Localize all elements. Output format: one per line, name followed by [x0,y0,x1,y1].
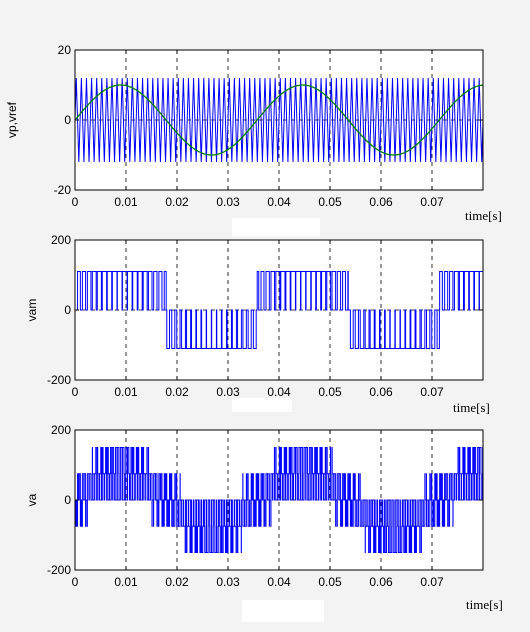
x-tick-label: 0.03 [216,575,240,589]
x-tick-label: 0.06 [369,385,393,399]
y-tick-label: 0 [64,493,71,507]
x-tick-label: 0.05 [318,385,342,399]
x-tick-label: 0 [72,385,79,399]
y-axis-label: vam [25,299,39,322]
x-axis-label: time[s] [465,208,502,223]
y-axis-label: va [25,493,39,506]
series-line-triangle_carrier [75,77,483,163]
x-tick-label: 0.07 [420,195,444,209]
subplot-3: 0 0.01 0.02 0.03 0.04 0.05 0.06 0.07-2000200vat… [25,423,503,612]
x-tick-label: 0 [72,195,79,209]
plot-area [75,271,483,349]
series-line-pwm_phase_voltage [75,271,483,349]
x-tick-label: 0.04 [267,575,291,589]
x-tick-label: 0.05 [318,195,342,209]
x-tick-label: 0.03 [216,385,240,399]
x-tick-label: 0.05 [318,575,342,589]
x-axis-label: time[s] [453,400,490,415]
x-tick-label: 0.01 [114,575,138,589]
x-tick-label: 0.01 [114,195,138,209]
x-tick-label: 0 [72,575,79,589]
y-tick-label: -200 [47,373,71,387]
x-tick-label: 0.06 [369,195,393,209]
y-tick-label: 200 [51,233,71,247]
x-tick-label: 0.02 [165,575,189,589]
y-tick-label: 20 [58,43,72,57]
y-tick-label: 0 [64,303,71,317]
x-tick-label: 0.07 [420,575,444,589]
x-tick-label: 0.04 [267,195,291,209]
label-mask-0 [232,218,320,236]
y-axis-label: vp,vref [5,101,19,138]
plot-area [75,447,483,553]
x-axis-label: time[s] [466,597,503,612]
x-tick-label: 0.07 [420,385,444,399]
x-tick-label: 0.06 [369,575,393,589]
x-tick-label: 0.04 [267,385,291,399]
y-tick-label: 200 [51,423,71,437]
plot-area [75,77,483,163]
x-tick-label: 0.02 [165,195,189,209]
y-tick-label: -200 [47,563,71,577]
y-tick-label: 0 [64,113,71,127]
label-mask-2 [242,600,324,622]
series-line-pwm_line_to_neutral_voltage [75,447,483,553]
label-mask-1 [232,398,292,412]
x-tick-label: 0.02 [165,385,189,399]
subplot-1: 0 0.01 0.02 0.03 0.04 0.05 0.06 0.07-20020vp,vr… [5,43,502,223]
x-tick-label: 0.01 [114,385,138,399]
subplot-2: 0 0.01 0.02 0.03 0.04 0.05 0.06 0.07-2000200vam… [25,233,490,415]
series-line-sine_reference [75,84,483,156]
y-tick-label: -20 [54,183,72,197]
x-tick-label: 0.03 [216,195,240,209]
